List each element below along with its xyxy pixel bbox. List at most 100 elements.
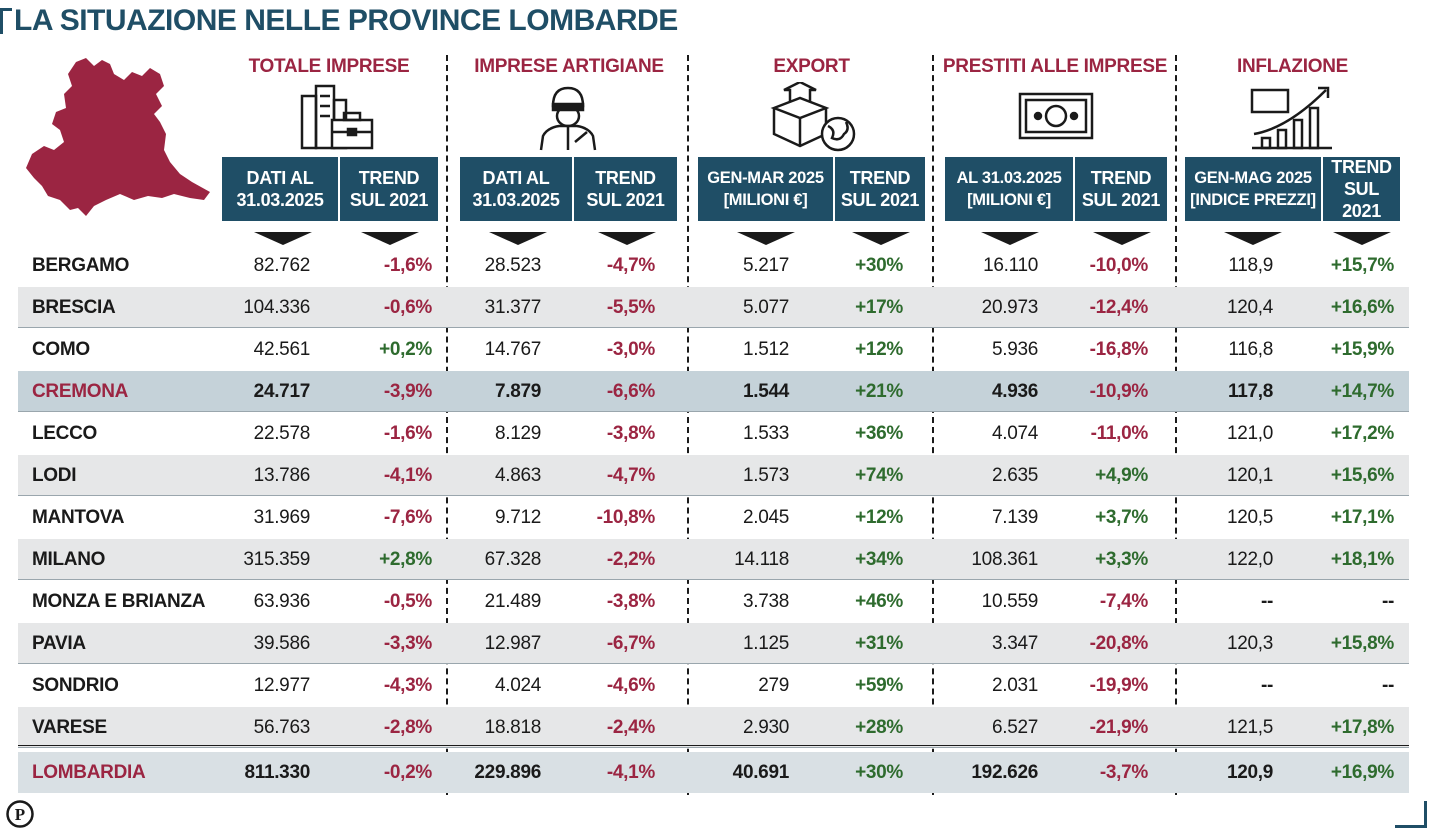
header-dati-artigiane: DATI AL 31.03.2025 xyxy=(460,157,572,221)
trend-cell: +12% xyxy=(855,507,903,528)
trend-cell: +0,2% xyxy=(379,339,432,360)
trend-cell: +28% xyxy=(855,717,903,738)
section-title-prestiti: PRESTITI ALLE IMPRESE xyxy=(942,56,1168,77)
trend-cell: +16,6% xyxy=(1330,297,1394,318)
trend-cell: -3,0% xyxy=(606,339,655,360)
value-cell: 12.987 xyxy=(484,633,542,654)
province-name: LOMBARDIA xyxy=(32,762,146,783)
value-cell: 1.125 xyxy=(742,633,789,654)
value-cell: 4.024 xyxy=(494,675,541,696)
trend-cell: +34% xyxy=(855,549,903,570)
value-cell: 67.328 xyxy=(484,549,542,570)
table-row: LODI 13.786 -4,1% 4.863 -4,7% 1.573 +74% 2.635 +… xyxy=(18,455,1409,496)
value-cell: 4.863 xyxy=(494,465,541,486)
value-cell: 121,5 xyxy=(1226,717,1273,738)
logo-letter: P xyxy=(15,805,25,824)
arrow-down-icon xyxy=(1093,232,1151,245)
value-cell: 24.717 xyxy=(253,381,311,402)
trend-cell: -10,0% xyxy=(1089,255,1149,276)
province-name: VARESE xyxy=(32,717,107,738)
value-cell: 7.879 xyxy=(494,381,541,402)
trend-cell: +46% xyxy=(855,591,903,612)
table-row: VARESE 56.763 -2,8% 18.818 -2,4% 2.930 +28% 6.5… xyxy=(18,707,1409,748)
trend-cell: -6,6% xyxy=(606,381,655,402)
trend-cell: +15,6% xyxy=(1330,465,1394,486)
trend-cell: -2,2% xyxy=(606,549,655,570)
value-cell: 9.712 xyxy=(494,507,541,528)
trend-cell: -6,7% xyxy=(606,633,655,654)
trend-cell: +36% xyxy=(855,423,903,444)
table-row: SONDRIO 12.977 -4,3% 4.024 -4,6% 279 +59% 2.031… xyxy=(18,665,1409,706)
total-row: LOMBARDIA 811.330 -0,2% 229.896 -4,1% 40.691 +… xyxy=(18,752,1409,793)
value-cell: 192.626 xyxy=(971,762,1038,783)
value-cell: 18.818 xyxy=(484,717,542,738)
arrow-down-icon xyxy=(737,232,795,245)
table-row: PAVIA 39.586 -3,3% 12.987 -6,7% 1.125 +31% 3.34… xyxy=(18,623,1409,664)
value-cell: 120,1 xyxy=(1226,465,1273,486)
value-cell: 1.573 xyxy=(742,465,789,486)
header-trend-inflazione: TREND SUL 2021 xyxy=(1323,157,1400,221)
trend-cell: -4,1% xyxy=(383,465,432,486)
value-cell: 14.118 xyxy=(734,549,789,570)
value-cell: 3.347 xyxy=(991,633,1038,654)
value-cell: 40.691 xyxy=(732,762,790,783)
value-cell: 2.930 xyxy=(742,717,789,738)
trend-cell: +3,7% xyxy=(1095,507,1148,528)
table-row: MONZA E BRIANZA 63.936 -0,5% 21.489 -3,8% 3.7… xyxy=(18,581,1409,622)
total-separator xyxy=(18,745,1409,746)
trend-cell: -4,6% xyxy=(606,675,655,696)
value-cell: 31.377 xyxy=(484,297,542,318)
trend-cell: +30% xyxy=(855,255,903,276)
trend-cell: -4,7% xyxy=(606,255,655,276)
province-name: MILANO xyxy=(32,549,106,570)
trend-cell: -4,1% xyxy=(606,762,655,783)
section-title-inflazione: INFLAZIONE xyxy=(1237,56,1348,77)
value-cell: 104.336 xyxy=(243,297,310,318)
value-cell: 1.512 xyxy=(742,339,789,360)
trend-cell: -1,6% xyxy=(383,423,432,444)
value-cell: 22.578 xyxy=(253,423,311,444)
table-row: MANTOVA 31.969 -7,6% 9.712 -10,8% 2.045 +12% 7.… xyxy=(18,497,1409,538)
province-name: SONDRIO xyxy=(32,675,119,696)
value-cell: 20.973 xyxy=(981,297,1039,318)
value-cell: 5.936 xyxy=(991,339,1038,360)
header-trend-export: TREND SUL 2021 xyxy=(835,157,925,221)
value-cell: 2.031 xyxy=(991,675,1038,696)
table-row: BRESCIA 104.336 -0,6% 31.377 -5,5% 5.077 +17% 2… xyxy=(18,287,1409,328)
trend-cell: -19,9% xyxy=(1089,675,1149,696)
province-name: PAVIA xyxy=(32,633,86,654)
value-cell: 4.936 xyxy=(991,381,1038,402)
header-trend-artigiane: TREND SUL 2021 xyxy=(574,157,677,221)
lombardy-map-icon xyxy=(26,58,210,216)
value-cell: 122,0 xyxy=(1226,549,1273,570)
value-cell: 279 xyxy=(758,675,789,696)
trend-cell: -3,8% xyxy=(606,423,655,444)
trend-cell: -7,6% xyxy=(383,507,432,528)
value-cell: 811.330 xyxy=(244,762,310,783)
trend-cell: +2,8% xyxy=(379,549,432,570)
value-cell: 121,0 xyxy=(1226,423,1273,444)
header-trend-prestiti: TREND SUL 2021 xyxy=(1075,157,1167,221)
value-cell: 16.110 xyxy=(983,255,1038,276)
value-cell: 8.129 xyxy=(494,423,541,444)
value-cell: 120,9 xyxy=(1226,762,1273,783)
column-separator xyxy=(932,55,934,795)
column-separator xyxy=(446,55,448,795)
value-cell: 116,8 xyxy=(1228,339,1273,360)
trend-cell: -3,9% xyxy=(383,381,432,402)
arrow-down-icon xyxy=(1224,232,1282,245)
value-cell: 3.738 xyxy=(742,591,789,612)
craftsman-icon xyxy=(539,86,597,151)
header-dati-totale: DATI AL 31.03.2025 xyxy=(222,157,338,221)
trend-cell: -- xyxy=(1381,591,1394,612)
header-dati-export: GEN-MAR 2025 [MILIONI €] xyxy=(698,157,833,221)
value-cell: 6.527 xyxy=(991,717,1038,738)
trend-cell: +18,1% xyxy=(1330,549,1394,570)
arrow-down-icon xyxy=(598,232,656,245)
province-name: BERGAMO xyxy=(32,255,130,276)
value-cell: 7.139 xyxy=(991,507,1038,528)
trend-cell: +15,7% xyxy=(1330,255,1394,276)
trend-cell: -20,8% xyxy=(1089,633,1149,654)
section-title-export: EXPORT xyxy=(773,56,850,77)
table-row: BERGAMO 82.762 -1,6% 28.523 -4,7% 5.217 +30% 16… xyxy=(18,245,1409,286)
